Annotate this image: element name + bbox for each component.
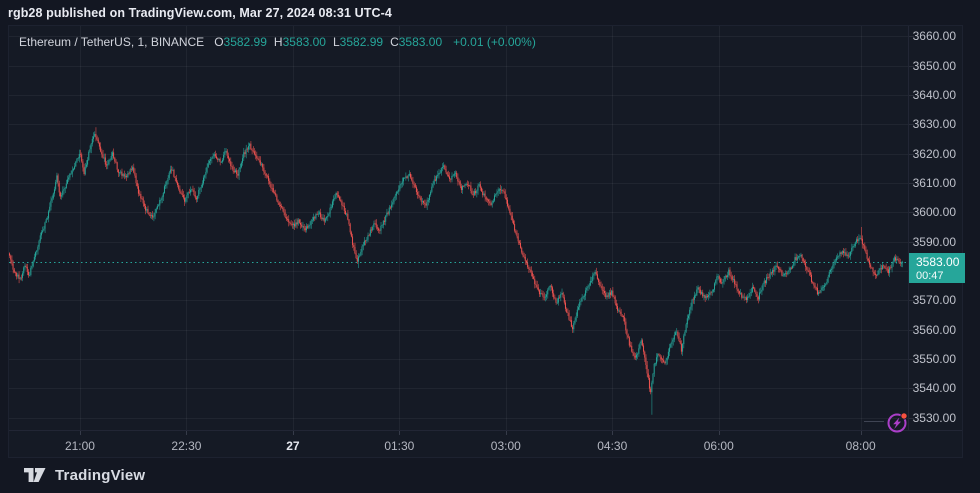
price-axis-label: 3610.00 — [912, 175, 956, 190]
time-axis-label: 08:00 — [845, 439, 876, 453]
price-change: +0.01 (+0.00%) — [453, 35, 536, 49]
price-axis-label: 3640.00 — [912, 87, 956, 102]
price-axis-label: 3600.00 — [912, 205, 956, 220]
price-axis-label: 3590.00 — [912, 234, 956, 249]
flash-icon[interactable] — [885, 410, 910, 435]
price-axis-tick — [909, 358, 914, 360]
time-axis-tick — [505, 431, 507, 435]
time-axis-label: 21:00 — [64, 439, 95, 453]
time-axis-label: 04:30 — [597, 439, 628, 453]
chart-plot-area[interactable]: Ethereum / TetherUS, 1, BINANCE O3582.99… — [9, 26, 908, 433]
ohlc-open: O3582.99 — [214, 35, 267, 49]
chart-legend: Ethereum / TetherUS, 1, BINANCE O3582.99… — [19, 34, 536, 50]
price-axis[interactable]: 3583.00 00:47 3530.00 3540.00 3550.00 3560.… — [908, 26, 965, 430]
price-axis-tick — [909, 182, 914, 184]
price-axis-tick — [909, 417, 914, 419]
time-axis-tick — [399, 431, 401, 435]
publish-info-text: rgb28 published on TradingView.com, Mar … — [8, 5, 392, 20]
last-price-value: 3583.00 — [916, 255, 960, 270]
tradingview-logo-icon[interactable] — [24, 468, 46, 483]
price-axis-label: 3560.00 — [912, 322, 956, 337]
chart-widget: Ethereum / TetherUS, 1, BINANCE O3582.99… — [8, 25, 965, 458]
price-axis-tick — [909, 388, 914, 390]
price-axis-tick — [909, 212, 914, 214]
price-axis-tick — [909, 65, 914, 67]
footer-bar: TradingView — [0, 458, 980, 493]
price-axis-tick — [909, 94, 914, 96]
price-axis-label: 3550.00 — [912, 351, 956, 366]
price-axis-label: 3530.00 — [912, 410, 956, 425]
price-axis-label: 3570.00 — [912, 293, 956, 308]
price-axis-tick — [909, 300, 914, 302]
flash-action — [864, 409, 912, 435]
publish-info: rgb28 published on TradingView.com, Mar … — [0, 0, 980, 25]
flash-connector-line — [864, 421, 884, 422]
symbol-title: Ethereum / TetherUS, 1, BINANCE — [19, 35, 205, 49]
time-axis[interactable]: 21:00 22:30 27 01:30 03:00 04:30 06:00 08:00 — [9, 430, 962, 458]
time-axis-label: 01:30 — [384, 439, 415, 453]
time-axis-label: 22:30 — [171, 439, 202, 453]
tradingview-wordmark[interactable]: TradingView — [55, 467, 146, 484]
price-axis-tick — [909, 241, 914, 243]
bar-countdown: 00:47 — [916, 270, 944, 283]
time-axis-tick — [860, 431, 862, 435]
time-axis-label: 27 — [286, 439, 300, 453]
time-axis-label: 06:00 — [703, 439, 734, 453]
ohlc-high: H3583.00 — [273, 35, 326, 49]
price-axis-tick — [909, 36, 914, 38]
last-price-badge: 3583.00 00:47 — [909, 253, 965, 284]
time-axis-label: 03:00 — [490, 439, 521, 453]
price-axis-tick — [909, 153, 914, 155]
price-axis-label: 3630.00 — [912, 117, 956, 132]
time-axis-tick — [292, 431, 294, 435]
price-axis-tick — [909, 329, 914, 331]
time-axis-tick — [186, 431, 188, 435]
ohlc-close: C3583.00 — [390, 35, 443, 49]
price-axis-label: 3650.00 — [912, 58, 956, 73]
candlestick-chart[interactable] — [9, 26, 908, 430]
price-axis-tick — [909, 124, 914, 126]
time-axis-tick — [612, 431, 614, 435]
ohlc-low: L3582.99 — [332, 35, 384, 49]
time-axis-tick — [718, 431, 720, 435]
price-axis-label: 3540.00 — [912, 381, 956, 396]
time-axis-tick — [79, 431, 81, 435]
price-axis-label: 3620.00 — [912, 146, 956, 161]
price-axis-label: 3660.00 — [912, 29, 956, 44]
